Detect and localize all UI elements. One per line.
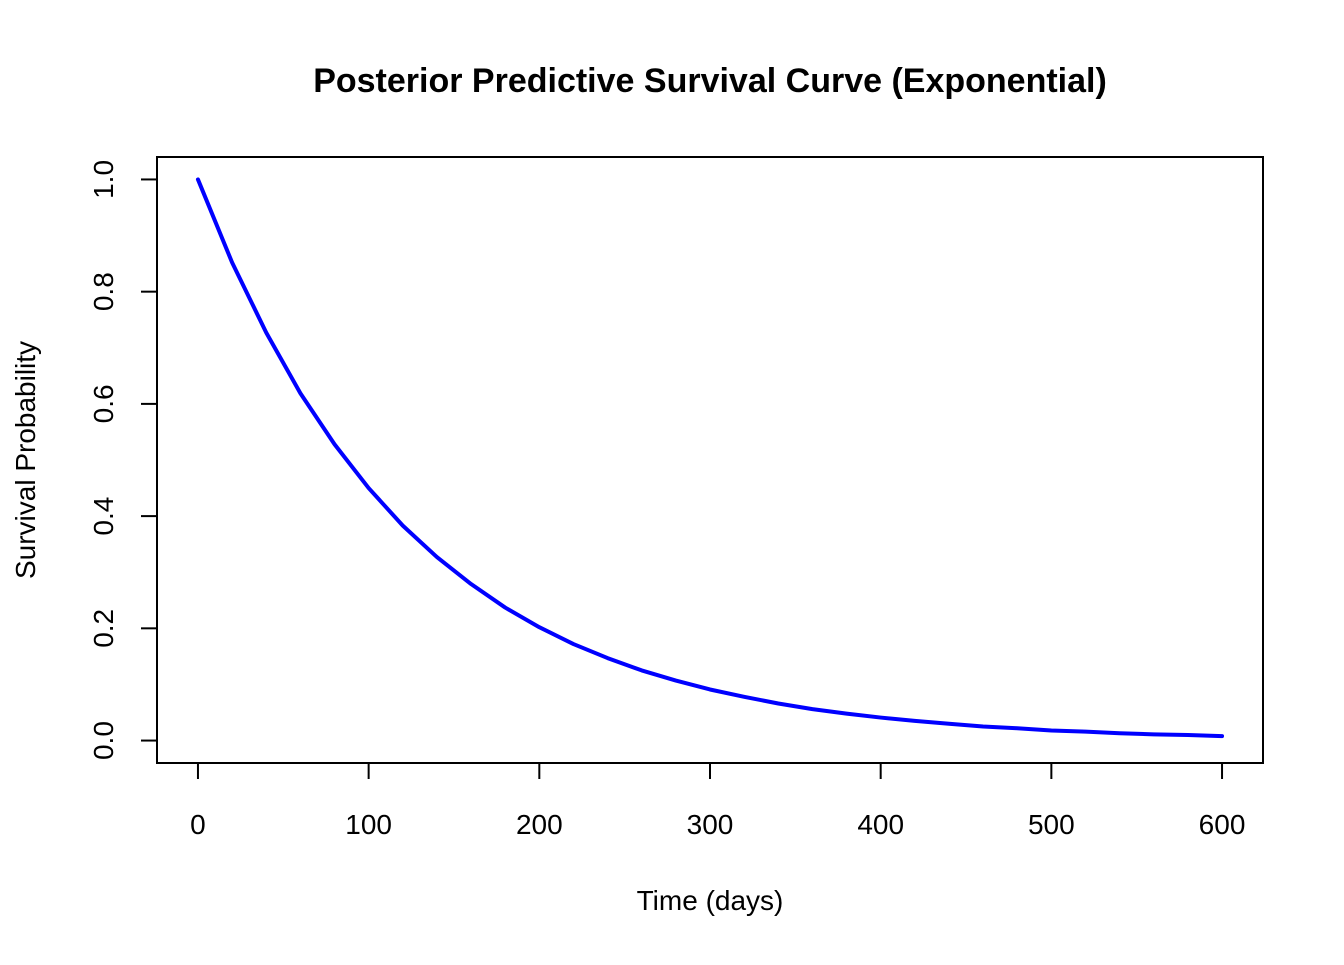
- x-tick-label: 200: [516, 809, 563, 840]
- x-tick-label: 500: [1028, 809, 1075, 840]
- x-tick-label: 600: [1199, 809, 1246, 840]
- plot-frame: [156, 156, 1264, 764]
- y-tick-label: 0.6: [88, 384, 119, 423]
- series-layer: [195, 177, 1225, 739]
- y-tick-label: 0.2: [88, 609, 119, 648]
- y-tick-label: 0.0: [88, 721, 119, 760]
- x-tick-label: 0: [190, 809, 206, 840]
- survival-curve-line: [195, 177, 1225, 739]
- y-tick-label: 0.4: [88, 497, 119, 536]
- x-tick-label: 100: [345, 809, 392, 840]
- y-tick-label: 1.0: [88, 160, 119, 199]
- y-tick-label: 0.8: [88, 272, 119, 311]
- x-tick-label: 400: [857, 809, 904, 840]
- x-tick-label: 300: [687, 809, 734, 840]
- x-axis-label: Time (days): [637, 885, 784, 916]
- x-axis: 0 100 200 300 400 500 600: [190, 762, 1246, 840]
- y-axis: 0.0 0.2 0.4 0.6 0.8 1.0: [88, 160, 158, 760]
- y-axis-label: Survival Probability: [10, 341, 41, 579]
- chart-title: Posterior Predictive Survival Curve (Exp…: [313, 62, 1107, 100]
